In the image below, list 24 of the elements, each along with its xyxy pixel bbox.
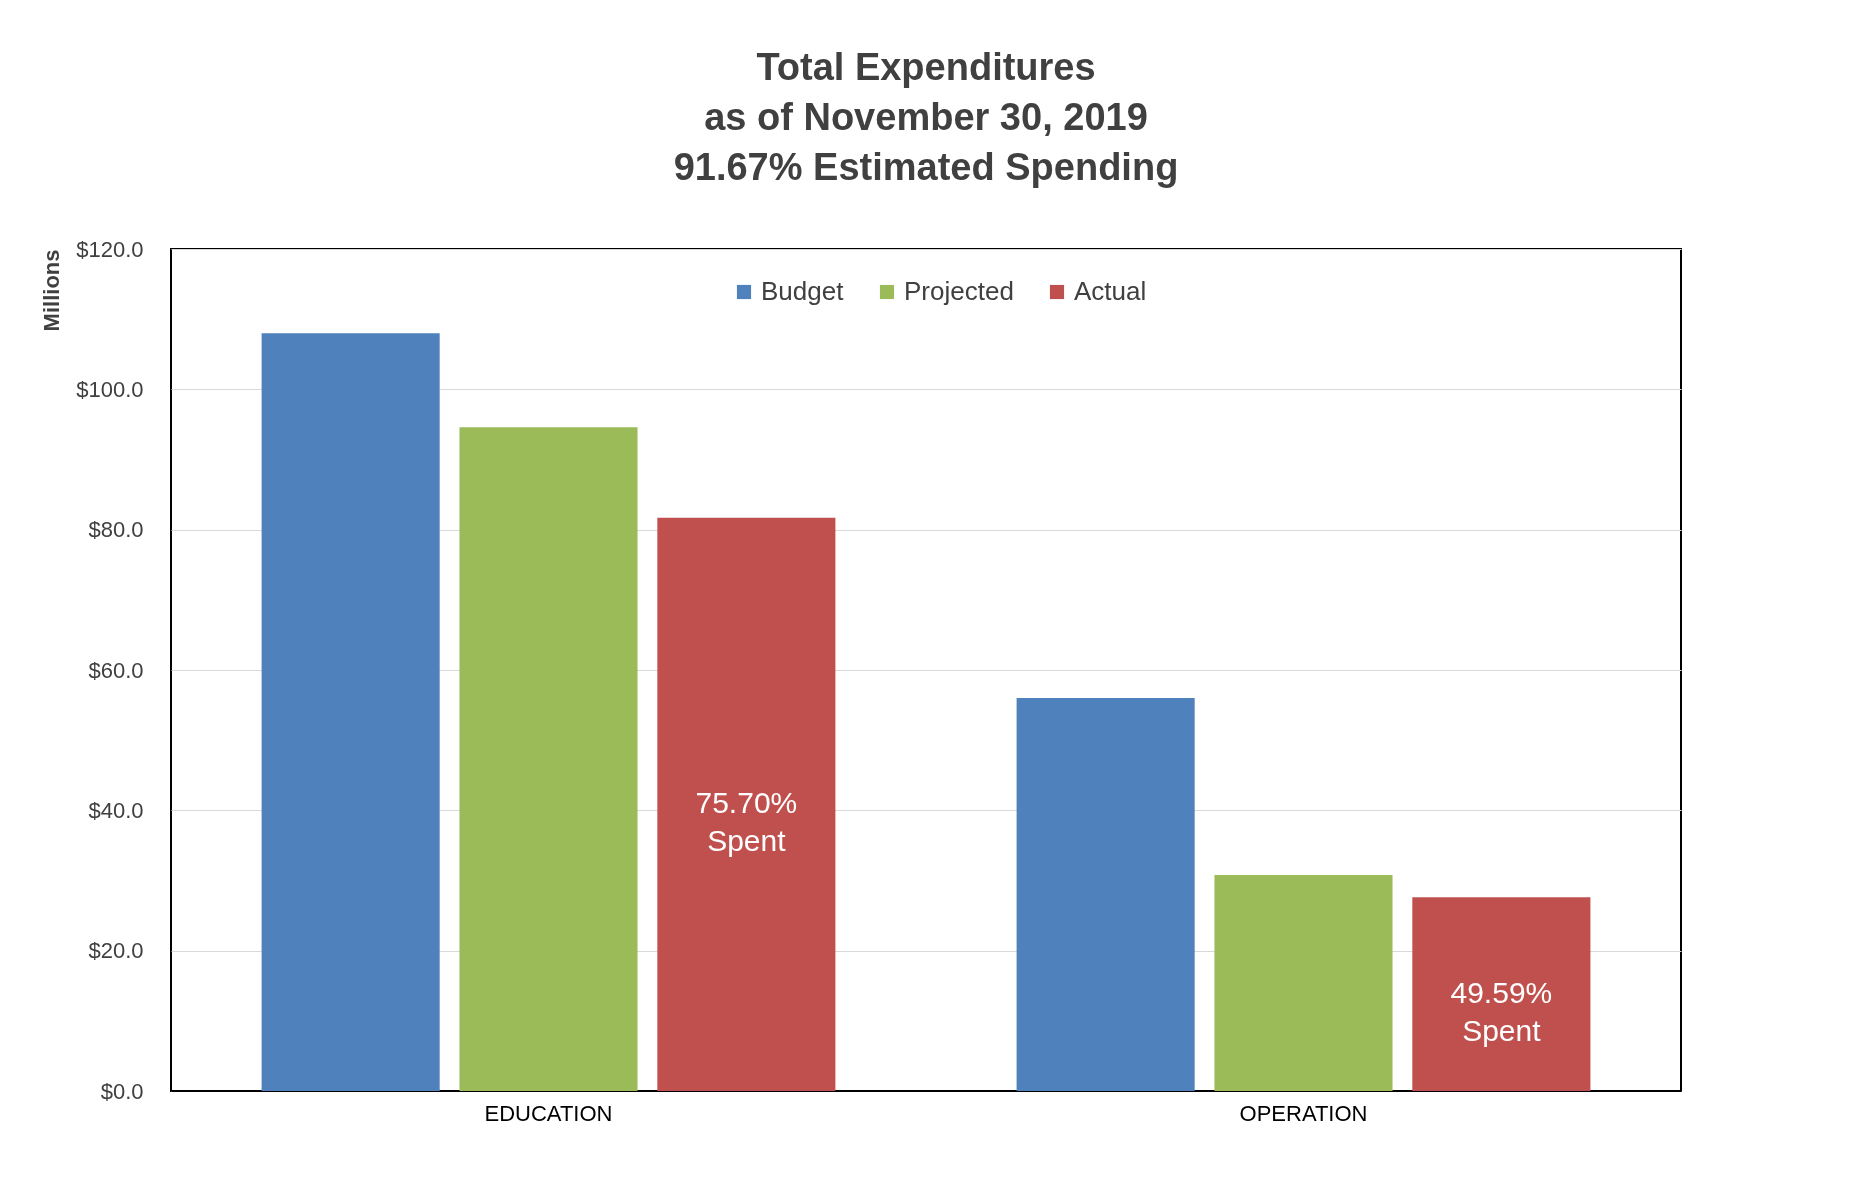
annotation: 49.59% Spent — [1450, 976, 1553, 1048]
annotation: 75.70% Spent — [695, 786, 798, 858]
bar — [657, 517, 836, 1091]
legend-label: Actual — [1074, 276, 1147, 306]
x-tick-label: EDUCATION — [484, 1100, 613, 1126]
legend-label: Budget — [761, 276, 845, 306]
bar — [459, 427, 638, 1091]
legend-label: Projected — [904, 276, 1014, 306]
text: Total Expenditures — [756, 46, 1096, 88]
y-tick-label: $120.0 — [76, 236, 144, 262]
bar — [1016, 698, 1195, 1091]
y-tick-label: $80.0 — [88, 517, 144, 543]
text: as of November 30, 2019 — [704, 96, 1148, 138]
y-tick-label: $100.0 — [76, 376, 144, 402]
bar — [1412, 897, 1591, 1091]
text: 91.67% Estimated Spending — [673, 146, 1179, 188]
y-tick-label: $20.0 — [88, 938, 144, 964]
bar — [261, 333, 440, 1091]
y-tick-label: $0.0 — [100, 1078, 144, 1104]
y-tick-label: $40.0 — [88, 797, 144, 823]
y-tick-label: $60.0 — [88, 657, 144, 683]
bar — [1214, 874, 1393, 1091]
y-axis-title: Millions — [39, 249, 65, 332]
x-tick-label: OPERATION — [1239, 1100, 1368, 1126]
